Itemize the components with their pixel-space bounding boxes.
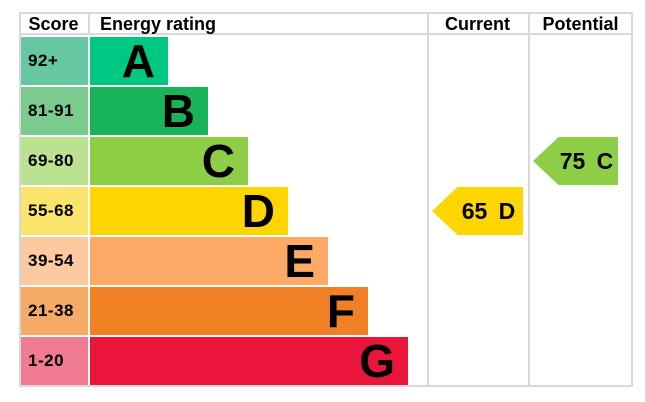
- band-bar: E: [90, 237, 328, 285]
- score-cell: 1-20: [21, 337, 88, 385]
- band-row: 81-91 B: [0, 87, 645, 135]
- score-column-header: Score: [28, 14, 79, 34]
- band-row: 69-80 C: [0, 137, 645, 185]
- score-cell: 21-38: [21, 287, 88, 335]
- band-letter-label: A: [121, 35, 155, 87]
- band-row: 1-20 G: [0, 337, 645, 385]
- chart-border-left: [19, 12, 21, 387]
- score-range-label: 39-54: [28, 251, 74, 270]
- band-row: 39-54 E: [0, 237, 645, 285]
- band-row: 21-38 F: [0, 287, 645, 335]
- score-range-label: 55-68: [28, 201, 74, 220]
- score-cell: 55-68: [21, 187, 88, 235]
- score-column-divider: [88, 12, 90, 35]
- chart-border-right: [631, 12, 633, 387]
- band-bar: A: [90, 37, 168, 85]
- score-cell: 92+: [21, 37, 88, 85]
- score-range-label: 92+: [28, 51, 59, 70]
- band-bar: D: [90, 187, 288, 235]
- band-letter-label: G: [359, 335, 395, 387]
- score-cell: 39-54: [21, 237, 88, 285]
- energy-rating-column-header: Energy rating: [100, 14, 217, 34]
- score-range-label: 21-38: [28, 301, 74, 320]
- header-underline: [19, 33, 633, 35]
- band-letter-label: F: [326, 285, 355, 337]
- current-column-divider: [427, 12, 429, 387]
- potential-column-divider: [528, 12, 530, 387]
- band-bar: C: [90, 137, 248, 185]
- chart-border-top: [19, 12, 633, 14]
- band-letter-label: C: [201, 135, 235, 187]
- band-bar: G: [90, 337, 408, 385]
- score-range-label: 1-20: [28, 351, 65, 370]
- band-letter-label: E: [284, 235, 315, 287]
- score-range-label: 81-91: [28, 101, 74, 120]
- potential-rating-label: 75 C: [559, 147, 614, 174]
- band-bar: F: [90, 287, 368, 335]
- potential-column-header: Potential: [542, 14, 619, 34]
- current-column-header: Current: [444, 14, 510, 34]
- band-row: 92+ A: [0, 37, 645, 85]
- band-letter-label: B: [161, 85, 195, 137]
- band-letter-label: D: [241, 185, 275, 237]
- band-row: 55-68 D: [0, 187, 645, 235]
- score-cell: 69-80: [21, 137, 88, 185]
- current-rating-label: 65 D: [461, 197, 516, 224]
- score-cell: 81-91: [21, 87, 88, 135]
- score-range-label: 69-80: [28, 151, 74, 170]
- chart-border-bottom: [19, 385, 633, 387]
- band-bar: B: [90, 87, 208, 135]
